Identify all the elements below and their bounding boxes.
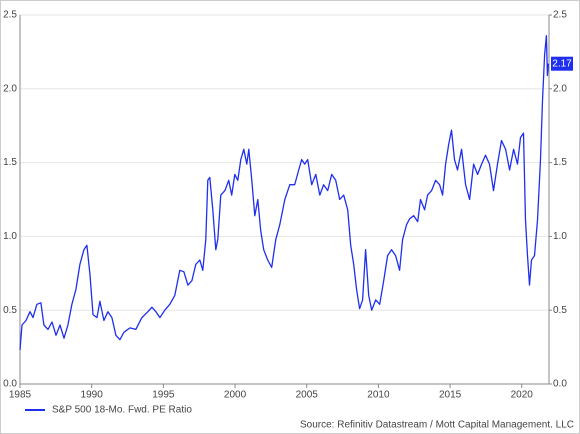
x-tick-label: 2000 [224,390,247,401]
y-tick-label: 2.0 [3,83,17,94]
y-tick-label: 1.5 [3,157,17,168]
x-tick-label: 1995 [152,390,175,401]
y-tick-label: 0.5 [3,305,17,316]
y2-tick-label: 0.0 [553,379,567,390]
x-tick-label: 2015 [439,390,462,401]
x-tick-label: 2020 [511,390,534,401]
y2-tick-label: 2.0 [553,83,567,94]
x-tick-label: 2005 [296,390,319,401]
x-tick-label: 2010 [367,390,390,401]
last-value-box [551,56,573,71]
series-line [19,35,550,351]
x-tick-label: 1985 [9,390,32,401]
y-tick-label: 2.5 [3,10,17,21]
legend-label: S&P 500 18-Mo. Fwd. PE Ratio [52,405,192,416]
source-note: Source: Refinitiv Datastream / Mott Capi… [300,420,574,431]
x-tick-label: 1990 [81,390,104,401]
y-tick-label: 0.0 [3,379,17,390]
y2-tick-label: 1.0 [553,231,567,242]
y2-tick-label: 0.5 [553,305,567,316]
y-tick-label: 1.0 [3,231,17,242]
y2-tick-label: 1.5 [553,157,567,168]
y2-tick-label: 2.5 [553,10,567,21]
last-value-label: 2.17 [552,58,572,69]
